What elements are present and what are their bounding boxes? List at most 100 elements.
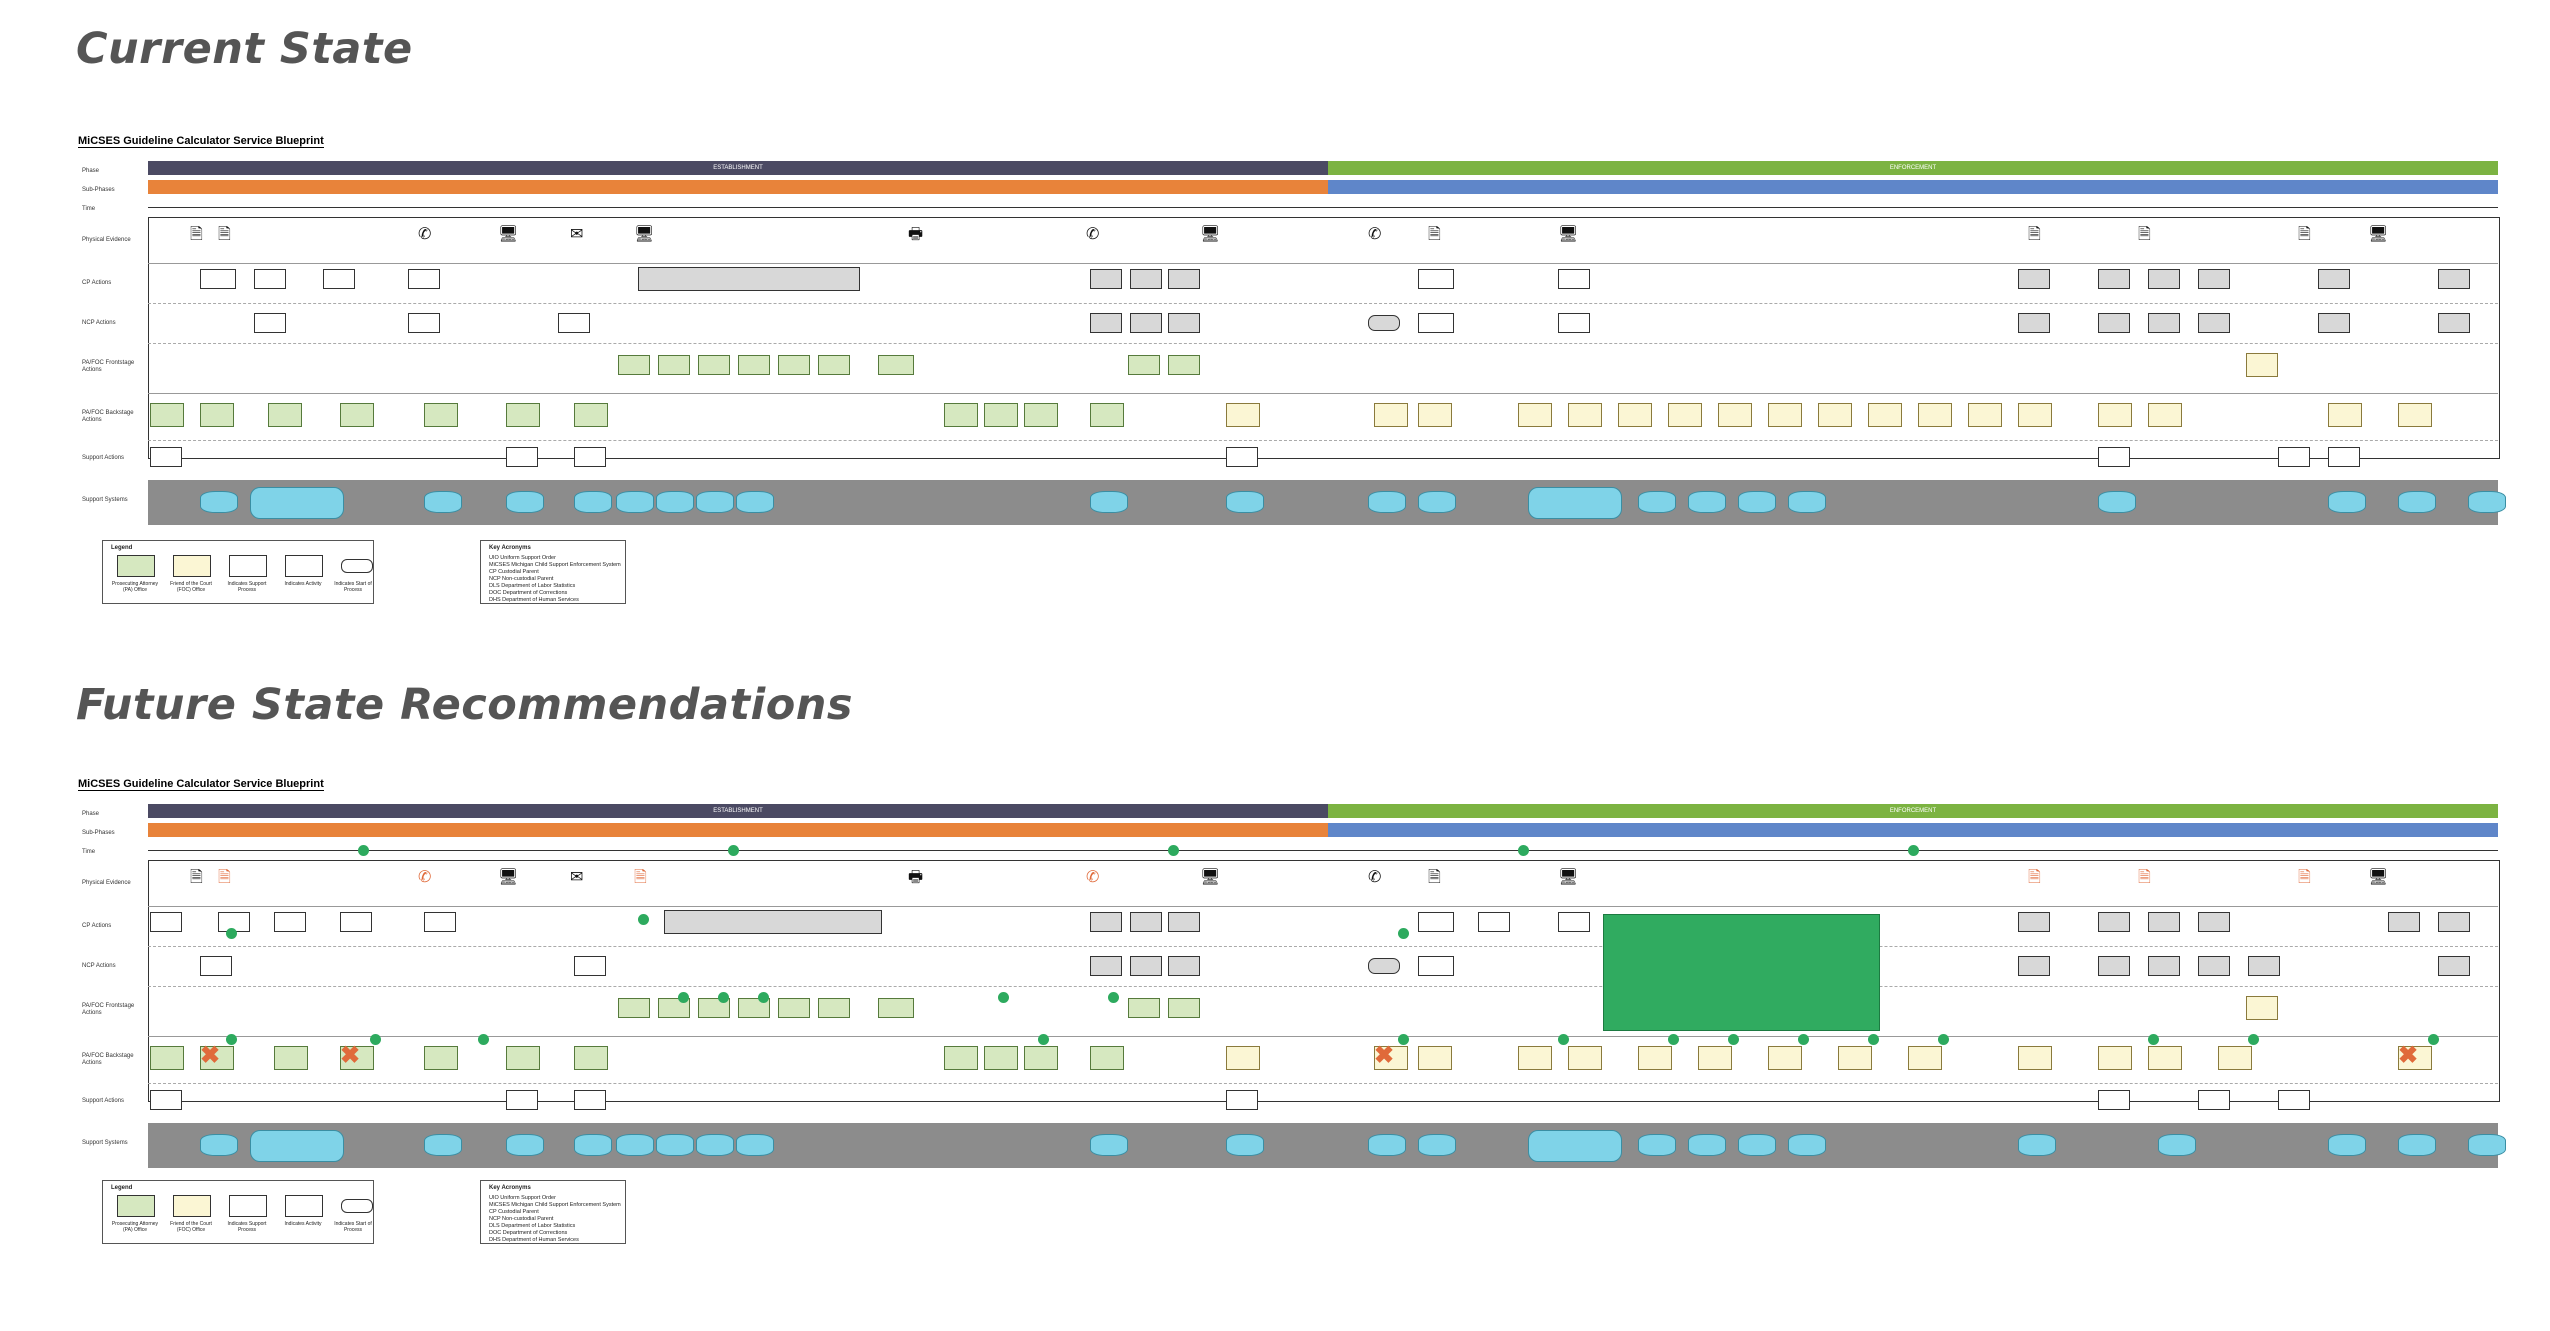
computer-icon: 🖥 bbox=[1558, 226, 1579, 243]
legend-swatch-start bbox=[341, 1199, 373, 1213]
phone-icon: ✆ bbox=[1368, 869, 1382, 886]
cp-action-node bbox=[2148, 269, 2180, 289]
computer-icon: 🖥 bbox=[1200, 226, 1221, 243]
support-action-node bbox=[2198, 1090, 2230, 1110]
removed-step-icon: ✖ bbox=[200, 1042, 221, 1069]
cp-action-node bbox=[2018, 912, 2050, 932]
row-label-support-actions: Support Actions bbox=[82, 1098, 125, 1104]
ncp-action-node bbox=[2098, 956, 2130, 976]
support-action-node bbox=[574, 447, 606, 467]
frontstage-node bbox=[618, 355, 650, 375]
ncp-action-node bbox=[2248, 956, 2280, 976]
phase-band-enforcement: ENFORCEMENT bbox=[1328, 804, 2498, 818]
system-db bbox=[1418, 1134, 1456, 1156]
row-label-backstage: PA/FOC Backstage Actions bbox=[82, 410, 134, 423]
cp-action-node bbox=[2438, 269, 2470, 289]
acronym-list: Key Acronyms UIO Uniform Support Order M… bbox=[489, 1185, 621, 1244]
legend-swatch-start bbox=[341, 559, 373, 573]
lane-divider bbox=[148, 393, 2498, 394]
recommendation-marker bbox=[1168, 845, 1179, 856]
phone-icon: ✆ bbox=[1086, 226, 1100, 243]
ncp-action-node bbox=[408, 313, 440, 333]
cp-action-node bbox=[1558, 269, 1590, 289]
row-label-subphases: Sub-Phases bbox=[82, 830, 115, 836]
backstage-node bbox=[2148, 403, 2182, 427]
row-label-time: Time bbox=[82, 206, 96, 212]
cp-action-node bbox=[2148, 912, 2180, 932]
acronym-line: NCP Non-custodial Parent bbox=[489, 576, 554, 582]
recommendation-marker bbox=[226, 1034, 237, 1045]
recommendation-marker bbox=[2248, 1034, 2259, 1045]
backstage-node bbox=[1418, 403, 1452, 427]
backstage-node bbox=[2218, 1046, 2252, 1070]
backstage-node bbox=[424, 1046, 458, 1070]
backstage-node bbox=[274, 1046, 308, 1070]
backstage-node bbox=[1638, 1046, 1672, 1070]
support-action-node bbox=[574, 1090, 606, 1110]
recommendation-marker bbox=[728, 845, 739, 856]
lane-divider bbox=[148, 263, 2498, 264]
computer-icon: 🖥 bbox=[498, 226, 519, 243]
acronym-line: CP Custodial Parent bbox=[489, 1209, 539, 1215]
acronym-line: DOC Department of Corrections bbox=[489, 590, 568, 596]
frontstage-node bbox=[658, 355, 690, 375]
backstage-node bbox=[944, 1046, 978, 1070]
system-db bbox=[2018, 1134, 2056, 1156]
legend-swatch-pa bbox=[117, 1195, 155, 1217]
document-icon: 🗎 bbox=[218, 869, 231, 886]
legend-swatch-support bbox=[229, 1195, 267, 1217]
frontstage-node bbox=[1128, 998, 1160, 1018]
system-db bbox=[1688, 491, 1726, 513]
system-db bbox=[1528, 487, 1622, 519]
system-db bbox=[2328, 491, 2366, 513]
ncp-action-node bbox=[2198, 956, 2230, 976]
system-db bbox=[1368, 1134, 1406, 1156]
computer-icon: 🖥 bbox=[1558, 869, 1579, 886]
backstage-node bbox=[1090, 1046, 1124, 1070]
legend-swatch-support bbox=[229, 555, 267, 577]
printer-icon: 🖶 bbox=[908, 869, 924, 886]
legend-label: Indicates Support Process bbox=[227, 581, 267, 593]
backstage-node bbox=[1374, 1046, 1408, 1070]
system-db bbox=[250, 1130, 344, 1162]
row-label-physical-evidence: Physical Evidence bbox=[82, 880, 131, 886]
support-action-node bbox=[1226, 447, 1258, 467]
support-systems-band bbox=[148, 480, 2498, 525]
system-db bbox=[200, 491, 238, 513]
legend-title: Legend bbox=[111, 545, 133, 551]
system-db bbox=[424, 491, 462, 513]
document-icon: 🗎 bbox=[190, 869, 203, 886]
cp-action-node bbox=[1090, 912, 1122, 932]
support-action-node bbox=[2328, 447, 2360, 467]
ncp-action-node bbox=[254, 313, 286, 333]
system-db bbox=[1638, 491, 1676, 513]
frontstage-node bbox=[2246, 353, 2278, 377]
printer-icon: 🖶 bbox=[908, 226, 924, 243]
cp-action-node bbox=[2098, 912, 2130, 932]
system-db bbox=[616, 491, 654, 513]
frontstage-node bbox=[878, 998, 914, 1018]
ncp-action-node bbox=[1090, 313, 1122, 333]
backstage-node bbox=[1718, 403, 1752, 427]
computer-icon: 🖥 bbox=[634, 226, 655, 243]
frontstage-node bbox=[2246, 996, 2278, 1020]
backstage-node bbox=[574, 1046, 608, 1070]
system-db bbox=[506, 1134, 544, 1156]
row-label-backstage: PA/FOC Backstage Actions bbox=[82, 1053, 134, 1066]
cp-action-node bbox=[1478, 912, 1510, 932]
phase-band-establishment: ESTABLISHMENT bbox=[148, 161, 1328, 175]
recommendation-marker bbox=[718, 992, 729, 1003]
system-db bbox=[1638, 1134, 1676, 1156]
recommendation-marker bbox=[678, 992, 689, 1003]
legend-label: Indicates Start of Process bbox=[334, 581, 372, 593]
recommendation-marker bbox=[226, 928, 237, 939]
cp-action-node bbox=[1130, 912, 1162, 932]
backstage-node bbox=[2098, 1046, 2132, 1070]
backstage-node bbox=[2398, 403, 2432, 427]
backstage-node bbox=[1226, 1046, 1260, 1070]
system-db bbox=[574, 1134, 612, 1156]
document-icon: 🗎 bbox=[634, 869, 647, 886]
computer-icon: 🖥 bbox=[2368, 869, 2389, 886]
backstage-node bbox=[574, 403, 608, 427]
row-label-physical-evidence: Physical Evidence bbox=[82, 237, 131, 243]
